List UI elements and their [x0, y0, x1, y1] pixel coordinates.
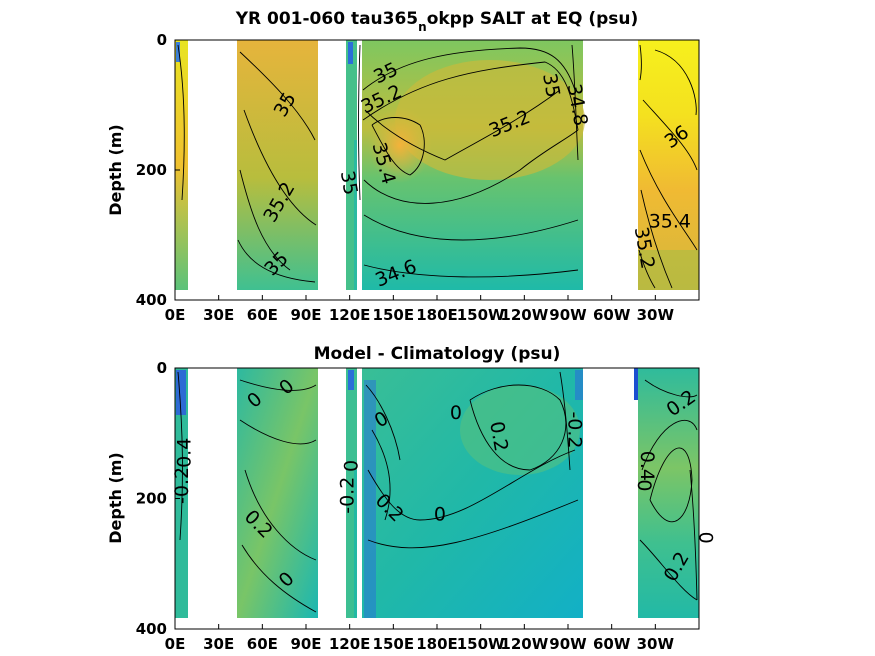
- contour-label: 35: [336, 169, 362, 197]
- x-tick-label: 30W: [637, 635, 675, 653]
- salinity-y-axis-label: Depth (m): [106, 124, 125, 216]
- difference-panel: Model - Climatology (psu): [106, 344, 717, 653]
- x-tick-label: 120W: [500, 635, 548, 653]
- x-tick-label: 60W: [593, 635, 631, 653]
- contour-label: -0.2: [563, 411, 585, 448]
- x-tick-label: 30E: [203, 306, 234, 324]
- x-tick-label: 180E: [416, 635, 458, 653]
- x-tick-label: 90E: [290, 635, 321, 653]
- y-tick-label: 0: [157, 31, 167, 49]
- y-tick-label: 0: [157, 359, 167, 377]
- difference-fill: [175, 368, 699, 618]
- salinity-title: YR 001-060 tau365nokpp SALT at EQ (psu): [235, 9, 639, 34]
- contour-label: 0: [339, 460, 361, 472]
- x-tick-label: 30W: [637, 306, 675, 324]
- y-tick-label: 400: [136, 620, 167, 638]
- difference-contours: [177, 371, 698, 613]
- x-tick-label: 90E: [290, 306, 321, 324]
- x-tick-label: 90W: [549, 306, 587, 324]
- contour-label: 35.4: [649, 211, 691, 233]
- x-tick-label: 60W: [593, 306, 631, 324]
- contour-label: 35: [538, 72, 564, 100]
- y-tick-label: 200: [136, 490, 167, 508]
- x-tick-label: 0E: [165, 635, 186, 653]
- x-tick-label: 150E: [373, 306, 415, 324]
- contour-label: 0.4: [174, 438, 196, 468]
- contour-label: 0.2: [485, 420, 512, 454]
- difference-contour-labels: 000.4-0.20.200 0 -0.20.20-0.2 0.2 00.20.4000…: [171, 375, 717, 592]
- contour-label: 0: [695, 532, 717, 544]
- contour-label: 0: [434, 503, 446, 525]
- y-tick-label: 200: [136, 161, 167, 179]
- contour-label: 0.4: [636, 451, 658, 481]
- x-tick-label: 90W: [549, 635, 587, 653]
- salinity-panel: YR 001-060 tau365nokpp SALT at EQ (psu): [106, 9, 700, 324]
- salinity-contours: [177, 44, 698, 289]
- salinity-fill: [175, 40, 699, 290]
- x-tick-label: 0E: [165, 306, 186, 324]
- x-tick-label: 120E: [329, 306, 371, 324]
- difference-y-axis-label: Depth (m): [106, 452, 125, 544]
- x-tick-label: 60E: [247, 306, 278, 324]
- x-tick-label: 120W: [500, 306, 548, 324]
- contour-label: 0: [450, 402, 462, 424]
- difference-title: Model - Climatology (psu): [314, 344, 561, 364]
- x-tick-label: 150W: [457, 635, 505, 653]
- x-tick-label: 120E: [329, 635, 371, 653]
- x-tick-label: 150E: [373, 635, 415, 653]
- y-tick-label: 400: [136, 291, 167, 309]
- contour-label: 0: [633, 479, 655, 491]
- x-tick-label: 30E: [203, 635, 234, 653]
- contour-label: -0.2: [171, 467, 193, 504]
- contour-label: -0.2: [337, 477, 359, 514]
- x-tick-label: 180E: [416, 306, 458, 324]
- x-tick-label: 150W: [457, 306, 505, 324]
- x-tick-label: 60E: [247, 635, 278, 653]
